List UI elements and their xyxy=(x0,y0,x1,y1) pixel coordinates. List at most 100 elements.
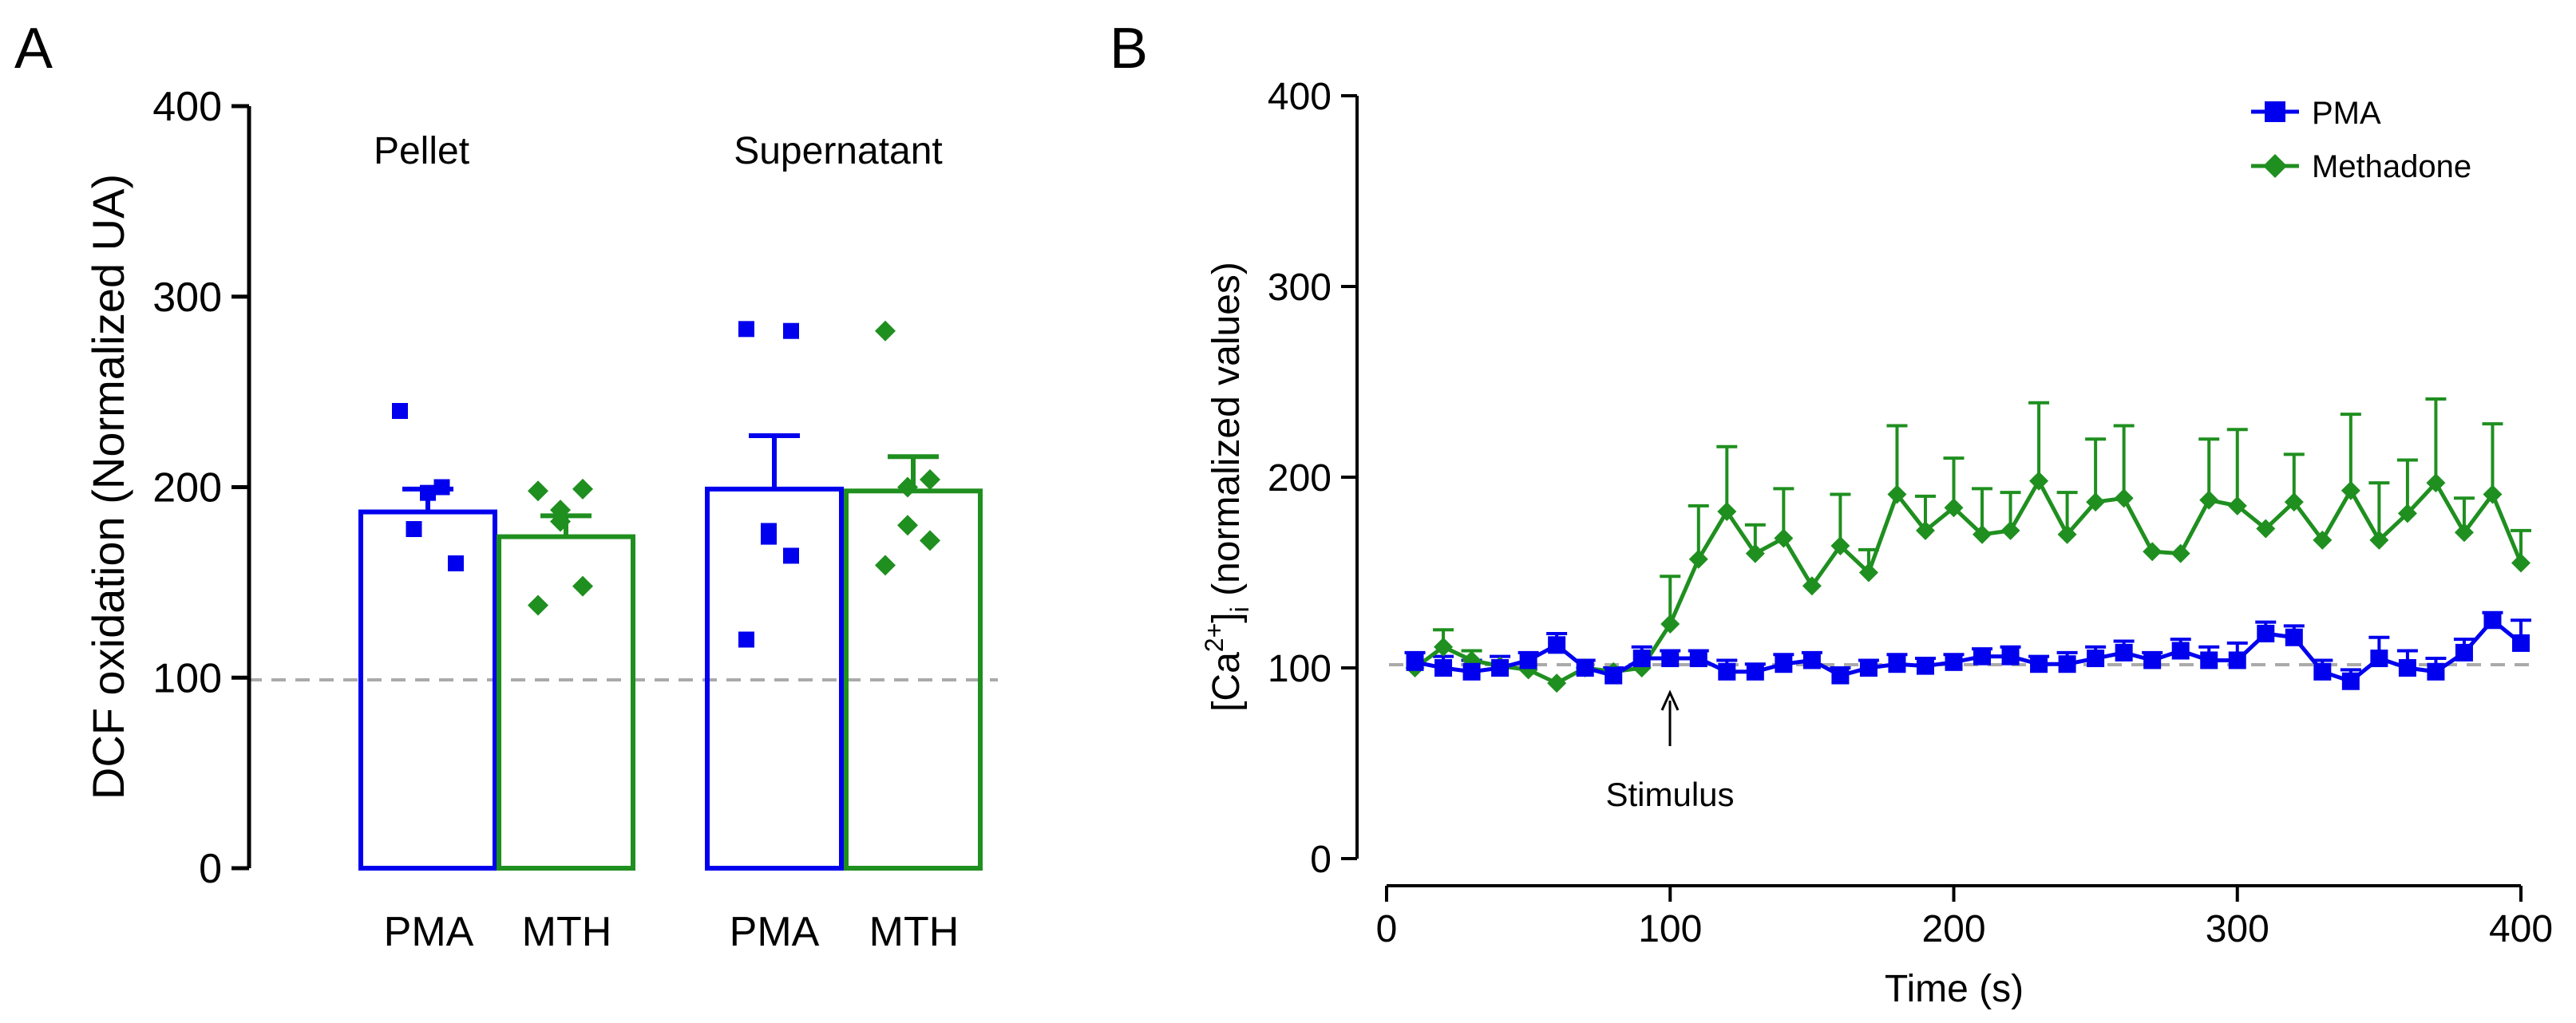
bar-pellet-pma xyxy=(358,509,497,871)
point-supernatant-mth-5 xyxy=(875,555,896,576)
marker-pma-120 xyxy=(1718,662,1736,681)
panel-a-points xyxy=(392,320,940,648)
marker-pma-370 xyxy=(2427,662,2445,681)
panel-a-y-tick-label-100: 100 xyxy=(152,655,222,701)
panel-b-y-tick-label-400: 400 xyxy=(1268,76,1332,118)
point-pellet-pma-0 xyxy=(392,403,408,419)
panel-b-x-tick-label-0: 0 xyxy=(1376,908,1398,950)
marker-methadone-250 xyxy=(2086,492,2106,512)
point-supernatant-pma-1 xyxy=(783,322,799,339)
panel-a-y-tick-label-200: 200 xyxy=(152,465,222,512)
marker-pma-70 xyxy=(1576,659,1594,677)
panel-a-group-label-pellet: Pellet xyxy=(374,130,469,172)
marker-pma-80 xyxy=(1605,666,1623,685)
panel-b-x-tick-label-300: 300 xyxy=(2206,908,2269,950)
point-supernatant-pma-0 xyxy=(738,321,754,338)
marker-pma-240 xyxy=(2058,655,2076,673)
panel-b-series-lines xyxy=(1414,476,2523,685)
marker-methadone-160 xyxy=(1830,536,1850,556)
marker-methadone-170 xyxy=(1858,563,1878,583)
marker-pma-250 xyxy=(2087,650,2105,668)
panel-b-y-tick-label-200: 200 xyxy=(1268,457,1332,500)
panel-a-bar-chart: A 0 100 200 300 400 DCF oxidation (Normalize… xyxy=(14,17,998,955)
marker-methadone-100 xyxy=(1660,614,1680,634)
marker-methadone-400 xyxy=(2511,553,2530,573)
marker-methadone-290 xyxy=(2199,490,2219,510)
stimulus-annotation: Stimulus xyxy=(1605,689,1735,813)
panel-a-y-tick-label-300: 300 xyxy=(152,275,222,321)
point-pellet-mth-1 xyxy=(572,478,593,500)
marker-pma-160 xyxy=(1831,666,1850,685)
marker-methadone-350 xyxy=(2369,530,2389,550)
marker-pma-290 xyxy=(2200,651,2218,669)
marker-methadone-110 xyxy=(1688,549,1708,569)
point-supernatant-mth-4 xyxy=(920,530,940,551)
bar-pellet-mth xyxy=(497,534,635,871)
marker-methadone-330 xyxy=(2313,530,2333,550)
marker-methadone-380 xyxy=(2454,523,2474,543)
panel-b-y-ticks: 0 100 200 300 400 xyxy=(1268,76,1357,881)
panel-b-legend: PMA Methadone xyxy=(2251,96,2471,184)
marker-methadone-360 xyxy=(2397,504,2417,523)
marker-methadone-230 xyxy=(2029,471,2049,491)
panel-a-label: A xyxy=(14,17,53,81)
marker-pma-40 xyxy=(1491,659,1510,677)
marker-methadone-280 xyxy=(2170,543,2190,563)
panel-a-y-axis-label: DCF oxidation (Normalized UA) xyxy=(83,174,133,800)
panel-a-bars xyxy=(358,433,983,871)
marker-methadone-310 xyxy=(2256,519,2276,539)
panel-a-y-tick-label-0: 0 xyxy=(199,846,222,892)
stimulus-label: Stimulus xyxy=(1605,776,1734,813)
marker-methadone-300 xyxy=(2227,496,2247,515)
marker-pma-150 xyxy=(1802,651,1821,669)
point-pellet-mth-4 xyxy=(572,575,593,597)
marker-pma-60 xyxy=(1548,636,1566,654)
point-supernatant-mth-2 xyxy=(897,476,918,498)
legend-methadone-label: Methadone xyxy=(2312,149,2471,184)
marker-pma-220 xyxy=(2001,647,2020,666)
panel-a-xtick-supernatant-mth: MTH xyxy=(869,909,960,955)
marker-pma-110 xyxy=(1689,650,1707,668)
marker-methadone-260 xyxy=(2114,488,2134,508)
line-methadone xyxy=(1414,476,2523,685)
point-supernatant-pma-4 xyxy=(783,547,799,564)
point-supernatant-pma-3 xyxy=(761,528,777,545)
marker-methadone-140 xyxy=(1774,528,1794,548)
panel-b-x-tick-label-100: 100 xyxy=(1638,908,1702,950)
marker-pma-260 xyxy=(2115,643,2133,662)
marker-pma-100 xyxy=(1661,650,1680,668)
panel-b-x-tick-label-200: 200 xyxy=(1921,908,1985,950)
panel-a-y-tick-label-400: 400 xyxy=(152,84,222,130)
line-pma xyxy=(1415,617,2523,684)
marker-methadone-130 xyxy=(1745,543,1765,563)
point-pellet-pma-3 xyxy=(406,521,422,538)
marker-pma-360 xyxy=(2398,659,2416,677)
panel-b-y-tick-label-300: 300 xyxy=(1268,267,1332,309)
marker-methadone-210 xyxy=(1973,524,1992,544)
marker-pma-390 xyxy=(2483,611,2502,630)
marker-methadone-320 xyxy=(2284,492,2304,512)
marker-pma-210 xyxy=(1973,647,1992,666)
marker-pma-200 xyxy=(1945,653,1963,671)
point-supernatant-pma-5 xyxy=(738,631,754,648)
panel-a-xtick-supernatant-pma: PMA xyxy=(730,909,820,955)
panel-b-y-tick-label-0: 0 xyxy=(1310,839,1332,881)
marker-pma-330 xyxy=(2313,662,2332,681)
point-pellet-mth-5 xyxy=(528,594,548,616)
marker-pma-300 xyxy=(2228,651,2246,669)
marker-methadone-60 xyxy=(1547,673,1567,693)
stimulus-arrowhead xyxy=(1660,689,1680,711)
panel-b-x-tick-label-400: 400 xyxy=(2489,908,2553,950)
marker-methadone-120 xyxy=(1717,502,1737,522)
marker-methadone-150 xyxy=(1802,576,1822,596)
point-supernatant-mth-1 xyxy=(920,468,940,490)
marker-methadone-370 xyxy=(2426,473,2446,493)
marker-pma-20 xyxy=(1434,659,1453,677)
panel-b-y-axis-label: [Ca2+]i (normalized values) xyxy=(1200,262,1254,712)
marker-pma-140 xyxy=(1775,655,1793,673)
marker-methadone-180 xyxy=(1887,484,1907,504)
marker-pma-230 xyxy=(2030,655,2048,673)
legend-pma-label: PMA xyxy=(2312,96,2381,131)
marker-methadone-20 xyxy=(1434,637,1454,657)
